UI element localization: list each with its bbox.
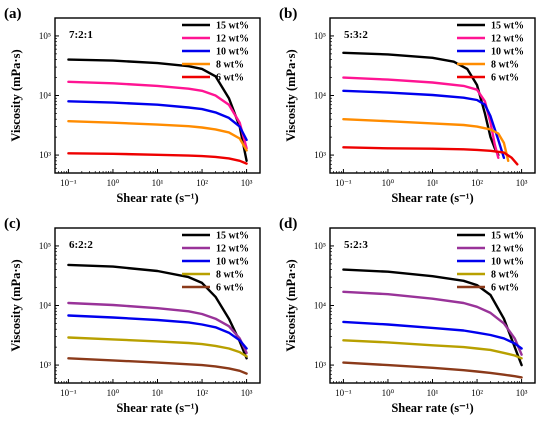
series-group: [67, 58, 248, 165]
series-line-8wt: [67, 336, 248, 358]
series-line-15wt: [342, 268, 523, 367]
legend-label: 12 wt%: [216, 34, 249, 45]
y-tick-label: 10⁵: [314, 241, 326, 251]
x-tick-label: 10²: [196, 178, 208, 188]
x-tick-label: 10³: [241, 178, 253, 188]
y-axis-title: Viscosity (mPa·s): [9, 49, 23, 141]
x-tick-label: 10³: [241, 388, 253, 398]
legend-label: 8 wt%: [491, 270, 519, 281]
series-line-8wt: [67, 119, 248, 152]
legend-label: 12 wt%: [216, 244, 249, 255]
legend-label: 8 wt%: [491, 60, 519, 71]
x-tick-label: 10²: [471, 178, 483, 188]
x-tick-label: 10⁰: [107, 388, 120, 398]
x-tick-label: 10¹: [427, 388, 439, 398]
y-axis-title: Viscosity (mPa·s): [9, 259, 23, 351]
x-axis-title: Shear rate (s⁻¹): [391, 191, 473, 205]
panel-d: (d) 5:2:3 10⁻¹ 10⁰ 10¹ 10² 10³ 10³ 10⁴ 10⁵ Shear r…: [279, 216, 536, 415]
y-tick-label: 10⁴: [39, 301, 51, 311]
legend-label: 6 wt%: [216, 73, 244, 84]
ratio-label: 6:2:2: [69, 239, 93, 251]
series-line-12wt: [342, 290, 523, 356]
y-tick-label: 10³: [314, 150, 326, 160]
x-tick-label: 10⁰: [107, 178, 120, 188]
x-tick-label: 10³: [516, 178, 528, 188]
x-tick-label: 10⁰: [382, 178, 395, 188]
x-tick-label: 10⁰: [382, 388, 395, 398]
y-tick-label: 10⁵: [39, 241, 51, 251]
legend-label: 15 wt%: [216, 21, 249, 32]
x-tick-label: 10¹: [152, 388, 164, 398]
y-tick-label: 10³: [39, 150, 51, 160]
panel-label: (a): [4, 6, 22, 22]
legend-label: 10 wt%: [216, 47, 249, 58]
x-tick-label: 10³: [516, 388, 528, 398]
series-line-6wt: [67, 152, 248, 165]
x-tick-label: 10⁻¹: [60, 178, 77, 188]
legend-label: 15 wt%: [216, 231, 249, 242]
series-group: [67, 263, 248, 375]
legend-label: 6 wt%: [491, 73, 519, 84]
y-tick-label: 10³: [39, 360, 51, 370]
legend-label: 8 wt%: [216, 270, 244, 281]
panel-b: (b) 5:3:2 10⁻¹ 10⁰ 10¹ 10² 10³ 10³ 10⁴ 10⁵ Shear r…: [279, 6, 536, 205]
x-axis-title: Shear rate (s⁻¹): [116, 401, 198, 415]
legend-label: 8 wt%: [216, 60, 244, 71]
panel-label: (b): [279, 6, 297, 22]
x-axis-title: Shear rate (s⁻¹): [116, 191, 198, 205]
series-line-10wt: [342, 320, 523, 350]
series-line-10wt: [67, 314, 248, 350]
legend-label: 6 wt%: [491, 283, 519, 294]
series-line-15wt: [342, 51, 500, 157]
y-tick-label: 10⁴: [314, 91, 326, 101]
series-line-12wt: [67, 80, 248, 150]
legend-label: 10 wt%: [216, 257, 249, 268]
series-line-6wt: [67, 357, 248, 375]
x-tick-label: 10⁻¹: [335, 178, 352, 188]
legend-label: 10 wt%: [491, 257, 524, 268]
legend-label: 6 wt%: [216, 283, 244, 294]
x-tick-label: 10⁻¹: [335, 388, 352, 398]
legend-label: 15 wt%: [491, 231, 524, 242]
y-tick-label: 10⁴: [39, 91, 51, 101]
series-line-8wt: [342, 117, 510, 163]
series-line-6wt: [342, 361, 523, 379]
ratio-label: 7:2:1: [69, 29, 93, 41]
x-tick-label: 10²: [471, 388, 483, 398]
legend-label: 12 wt%: [491, 34, 524, 45]
y-tick-label: 10⁵: [39, 31, 51, 41]
series-line-10wt: [67, 100, 248, 142]
panel-c: (c) 6:2:2 10⁻¹ 10⁰ 10¹ 10² 10³ 10³ 10⁴ 10⁵ Shear r…: [4, 216, 261, 415]
panel-label: (d): [279, 216, 297, 232]
y-tick-label: 10³: [314, 360, 326, 370]
y-axis-title: Viscosity (mPa·s): [284, 259, 298, 351]
series-line-6wt: [342, 146, 519, 166]
x-tick-label: 10¹: [427, 178, 439, 188]
series-line-8wt: [342, 339, 523, 360]
x-tick-label: 10¹: [152, 178, 164, 188]
ratio-label: 5:3:2: [344, 29, 368, 41]
legend-label: 10 wt%: [491, 47, 524, 58]
panel-label: (c): [4, 216, 21, 232]
legend-label: 15 wt%: [491, 21, 524, 32]
series-group: [342, 268, 523, 379]
series-line-12wt: [342, 76, 500, 160]
panel-a: (a) 7:2:1 10⁻¹ 10⁰ 10¹ 10² 10³ 10³ 10⁴ 10⁵ Shear r…: [4, 6, 261, 205]
ratio-label: 5:2:3: [344, 239, 368, 251]
y-tick-label: 10⁴: [314, 301, 326, 311]
series-line-12wt: [67, 301, 248, 355]
y-tick-label: 10⁵: [314, 31, 326, 41]
y-axis-title: Viscosity (mPa·s): [284, 49, 298, 141]
x-tick-label: 10⁻¹: [60, 388, 77, 398]
legend-label: 12 wt%: [491, 244, 524, 255]
x-tick-label: 10²: [196, 388, 208, 398]
x-axis-title: Shear rate (s⁻¹): [391, 401, 473, 415]
